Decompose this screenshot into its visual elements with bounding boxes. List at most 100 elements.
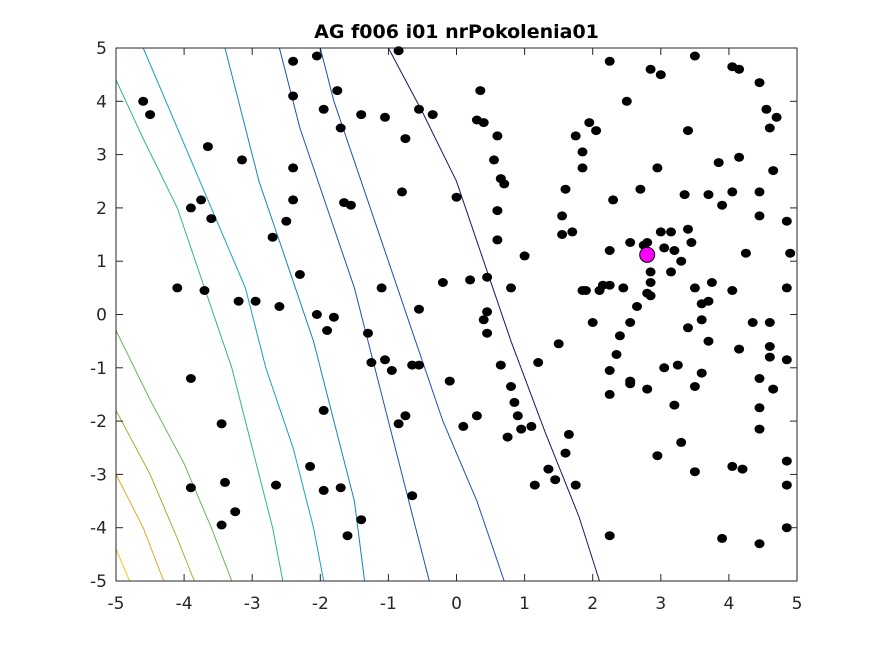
scatter-point (478, 118, 489, 128)
scatter-point (495, 360, 506, 370)
scatter-point (754, 374, 765, 383)
y-tick-label: -4 (90, 519, 107, 539)
scatter-point (740, 248, 751, 258)
scatter-point (734, 152, 745, 162)
scatter-point (138, 96, 149, 106)
scatter-point (335, 123, 346, 133)
scatter-point (632, 302, 642, 311)
scatter-point (318, 405, 329, 415)
contour-line (319, 47, 505, 582)
scatter-point (747, 318, 758, 327)
y-tick-label: 1 (96, 252, 107, 272)
scatter-point (703, 336, 714, 346)
scatter-point (311, 310, 322, 319)
scatter-point (642, 384, 653, 394)
chart-title: AG f006 i01 nrPokolenia01 (314, 21, 599, 43)
y-tick-label: -5 (90, 572, 107, 592)
scatter-point (335, 483, 346, 493)
population-points (138, 46, 796, 549)
scatter-point (557, 230, 568, 239)
scatter-point (614, 331, 625, 341)
scatter-point (471, 411, 482, 421)
scatter-point (689, 382, 700, 391)
scatter-point (659, 363, 670, 373)
scatter-point (621, 96, 632, 106)
scatter-point (506, 283, 516, 293)
scatter-point (577, 286, 588, 295)
scatter-point (672, 360, 683, 370)
x-tick-label: 2 (587, 594, 598, 614)
scatter-point (781, 283, 792, 293)
scatter-point (233, 296, 244, 306)
scatter-point (492, 131, 503, 141)
scatter-point (604, 531, 615, 541)
x-tick-label: 5 (792, 594, 803, 614)
scatter-point (703, 190, 714, 200)
x-tick-label: -2 (312, 594, 329, 614)
scatter-point (475, 86, 486, 96)
scatter-point (550, 475, 561, 485)
x-tick-label: -5 (108, 594, 125, 614)
scatter-point (557, 211, 568, 221)
scatter-point (652, 163, 663, 173)
scatter-point (570, 480, 581, 490)
scatter-point (696, 368, 707, 378)
scatter-point (754, 187, 765, 197)
scatter-point (781, 456, 792, 466)
scatter-point (414, 304, 424, 314)
y-tick-label: -2 (90, 412, 107, 432)
contour-line (115, 474, 165, 582)
scatter-point (400, 411, 411, 421)
scatter-point (618, 283, 629, 293)
scatter-point (393, 419, 404, 429)
scatter-point (625, 318, 636, 327)
scatter-point (288, 163, 299, 173)
scatter-point (318, 104, 329, 114)
scatter-point (771, 112, 782, 122)
best-point-marker (639, 246, 656, 263)
scatter-point (206, 214, 217, 224)
scatter-point (506, 382, 516, 391)
scatter-point (332, 86, 343, 96)
scatter-point (608, 195, 619, 205)
scatter-point (400, 134, 411, 144)
scatter-point (727, 461, 738, 471)
scatter-point (288, 56, 299, 66)
scatter-point (376, 283, 387, 293)
scatter-point (199, 286, 210, 295)
scatter-point (529, 480, 540, 490)
contour-line (278, 47, 430, 582)
scatter-point (196, 195, 207, 205)
scatter-point (669, 246, 680, 255)
scatter-point (414, 104, 424, 114)
scatter-point (604, 366, 615, 375)
scatter-point (604, 246, 615, 255)
plot-area-background (116, 48, 797, 581)
scatter-point (734, 344, 745, 354)
scatter-point (294, 270, 305, 279)
contour-line (115, 548, 131, 582)
scatter-point (458, 421, 469, 431)
scatter-point (768, 166, 779, 176)
scatter-point (356, 515, 367, 525)
x-tick-label: -1 (380, 594, 397, 614)
y-tick-label: 4 (96, 92, 107, 112)
scatter-point (635, 184, 646, 194)
scatter-point (754, 78, 765, 88)
scatter-point (185, 483, 196, 493)
scatter-point (560, 448, 571, 458)
scatter-point (781, 480, 792, 490)
scatter-point (380, 355, 390, 365)
y-tick-label: 0 (96, 306, 107, 326)
scatter-point (781, 355, 792, 365)
scatter-point (427, 110, 438, 120)
scatter-point (274, 302, 285, 311)
scatter-point (655, 227, 666, 237)
y-tick-label: 2 (96, 199, 107, 219)
scatter-point (785, 248, 796, 258)
scatter-point (288, 195, 299, 205)
scatter-point (717, 533, 728, 543)
scatter-point (669, 400, 680, 410)
scatter-point (645, 267, 656, 277)
